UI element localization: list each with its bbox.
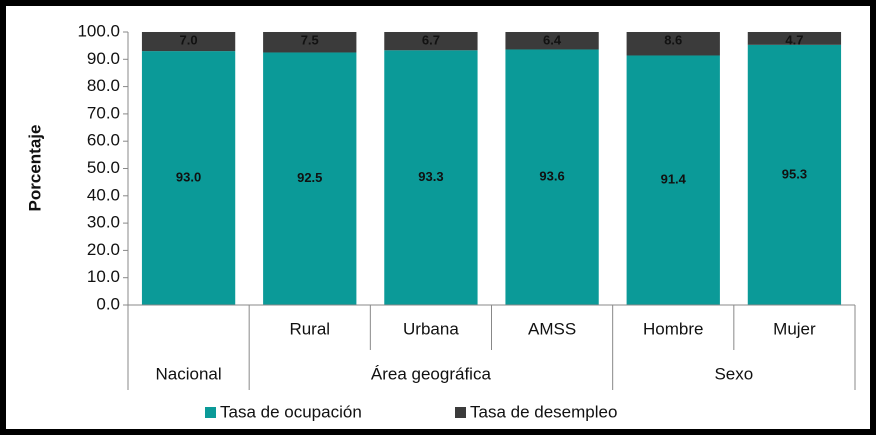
bar-segment (384, 50, 478, 305)
value-label: 92.5 (297, 170, 322, 185)
value-label: 7.0 (180, 32, 198, 47)
y-tick-label: 60.0 (87, 131, 120, 150)
y-tick-label: 100.0 (77, 21, 120, 40)
legend-label: Tasa de desempleo (470, 402, 617, 421)
value-label: 93.6 (539, 169, 564, 184)
bar-segment (505, 49, 599, 305)
value-label: 93.3 (418, 169, 443, 184)
x-tick-label: Rural (289, 319, 330, 338)
bar-segment (141, 32, 236, 52)
legend-swatch (455, 407, 466, 418)
y-tick-label: 80.0 (87, 76, 120, 95)
value-label: 7.5 (301, 32, 319, 47)
bar-segment (263, 32, 357, 53)
y-tick-label: 30.0 (87, 213, 120, 232)
legend-swatch (205, 407, 216, 418)
group-label: Nacional (156, 364, 222, 383)
group-label: Sexo (714, 364, 753, 383)
value-label: 6.7 (422, 32, 440, 47)
value-label: 4.7 (785, 32, 803, 47)
bar-segment (505, 32, 599, 50)
value-label: 6.4 (543, 32, 562, 47)
bar-segment (263, 52, 357, 305)
value-label: 95.3 (782, 166, 807, 181)
y-tick-label: 40.0 (87, 185, 120, 204)
bar-segment (747, 32, 842, 45)
value-label: 91.4 (661, 172, 687, 187)
bar-segment (626, 55, 720, 306)
value-label: 93.0 (176, 169, 201, 184)
y-axis-label: Porcentaje (25, 125, 44, 212)
y-tick-label: 70.0 (87, 103, 120, 122)
group-label: Área geográfica (371, 364, 492, 383)
x-tick-label: Mujer (773, 319, 816, 338)
x-tick-label: Urbana (403, 319, 459, 338)
bar-segment (384, 32, 478, 51)
y-tick-label: 10.0 (87, 267, 120, 286)
y-tick-label: 50.0 (87, 158, 120, 177)
bar-segment (626, 32, 720, 56)
y-tick-label: 0.0 (96, 294, 120, 313)
y-tick-label: 90.0 (87, 49, 120, 68)
bar-segment (141, 51, 236, 305)
x-tick-label: AMSS (528, 319, 576, 338)
y-tick-label: 20.0 (87, 240, 120, 259)
legend-label: Tasa de ocupación (220, 402, 362, 421)
value-label: 8.6 (664, 32, 682, 47)
x-tick-label: Hombre (643, 319, 703, 338)
bar-segment (747, 44, 842, 306)
